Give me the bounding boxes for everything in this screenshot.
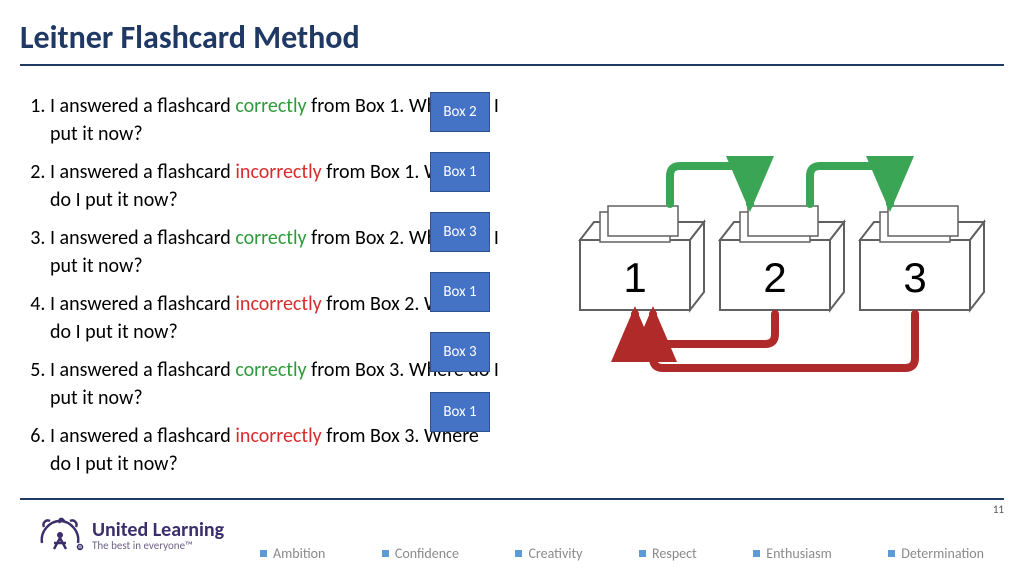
question-pre: I answered a flashcard [50,226,235,250]
footer-value-label: Enthusiasm [766,545,832,562]
bullet-icon [753,550,760,557]
footer-values: Ambition Confidence Creativity Respect Enthu… [260,545,984,562]
leitner-diagram: 1 2 3 [540,140,990,400]
answer-box: Box 3 [430,332,490,372]
answer-box: Box 1 [430,392,490,432]
footer-value: Confidence [382,545,459,562]
footer-rule [20,498,1004,500]
bullet-icon [639,550,646,557]
logo-icon: R [36,513,84,558]
question-highlight: incorrectly [235,424,321,448]
logo-sub-text: The best in everyone™ [92,540,224,551]
slide-title: Leitner Flashcard Method [20,18,360,57]
footer-value: Ambition [260,545,325,562]
question-pre: I answered a flashcard [50,94,235,118]
answer-box: Box 1 [430,272,490,312]
footer-value: Creativity [515,545,582,562]
question-highlight: correctly [235,358,306,382]
footer-value-label: Creativity [528,545,582,562]
footer-value-label: Respect [652,545,697,562]
svg-text:1: 1 [623,254,646,301]
title-rule [20,64,1004,66]
question-highlight: correctly [235,94,306,118]
svg-text:3: 3 [903,254,926,301]
bullet-icon [260,550,267,557]
footer-value-label: Confidence [395,545,459,562]
logo-main-text: United Learning [92,520,224,540]
svg-text:2: 2 [763,254,786,301]
bullet-icon [515,550,522,557]
bullet-icon [888,550,895,557]
footer-value: Determination [888,545,984,562]
question-pre: I answered a flashcard [50,358,235,382]
question-pre: I answered a flashcard [50,160,235,184]
answer-box: Box 1 [430,152,490,192]
question-highlight: incorrectly [235,292,321,316]
question-highlight: correctly [235,226,306,250]
footer: R United Learning The best in everyone™ … [0,506,1024,576]
question-pre: I answered a flashcard [50,292,235,316]
logo: R United Learning The best in everyone™ [36,513,224,558]
footer-value-label: Ambition [273,545,325,562]
footer-value: Enthusiasm [753,545,832,562]
answer-boxes: Box 2 Box 1 Box 3 Box 1 Box 3 Box 1 [430,92,500,452]
bullet-icon [382,550,389,557]
footer-value-label: Determination [901,545,984,562]
answer-box: Box 2 [430,92,490,132]
question-pre: I answered a flashcard [50,424,235,448]
footer-value: Respect [639,545,697,562]
question-highlight: incorrectly [235,160,321,184]
answer-box: Box 3 [430,212,490,252]
